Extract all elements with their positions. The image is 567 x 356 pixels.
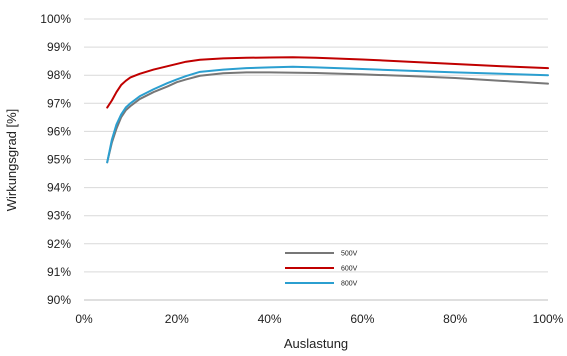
y-tick-label: 98% bbox=[47, 68, 71, 82]
y-tick-label: 95% bbox=[47, 153, 71, 167]
y-tick-label: 100% bbox=[40, 12, 71, 26]
series-line-800v bbox=[106, 65, 549, 164]
x-axis-ticks: 0% 20% 40% 60% 80% 100% bbox=[75, 312, 563, 326]
y-tick-label: 94% bbox=[47, 181, 71, 195]
y-tick-label: 99% bbox=[47, 40, 71, 54]
x-tick-label: 80% bbox=[443, 312, 467, 326]
x-tick-label: 0% bbox=[75, 312, 93, 326]
x-tick-label: 20% bbox=[165, 312, 189, 326]
legend-label: 600V bbox=[341, 266, 358, 273]
y-tick-label: 97% bbox=[47, 96, 71, 110]
y-tick-label: 91% bbox=[47, 265, 71, 279]
y-tick-label: 93% bbox=[47, 209, 71, 223]
x-tick-label: 60% bbox=[350, 312, 374, 326]
y-axis-ticks: 90% 91% 92% 93% 94% 95% 96% 97% 98% 99% 100% bbox=[40, 12, 71, 307]
legend: 500V 600V 800V bbox=[285, 251, 358, 288]
y-tick-label: 92% bbox=[47, 237, 71, 251]
series-lines bbox=[106, 56, 549, 164]
y-tick-label: 96% bbox=[47, 124, 71, 138]
x-axis-title: Auslastung bbox=[284, 336, 348, 351]
legend-label: 800V bbox=[341, 281, 358, 288]
series-line-500v bbox=[106, 71, 549, 164]
x-tick-label: 40% bbox=[258, 312, 282, 326]
y-axis-title: Wirkungsgrad [%] bbox=[4, 109, 19, 212]
gridlines bbox=[84, 18, 548, 273]
legend-label: 500V bbox=[341, 251, 358, 258]
x-tick-label: 100% bbox=[533, 312, 564, 326]
series-line-600v bbox=[106, 56, 549, 109]
y-tick-label: 90% bbox=[47, 293, 71, 307]
